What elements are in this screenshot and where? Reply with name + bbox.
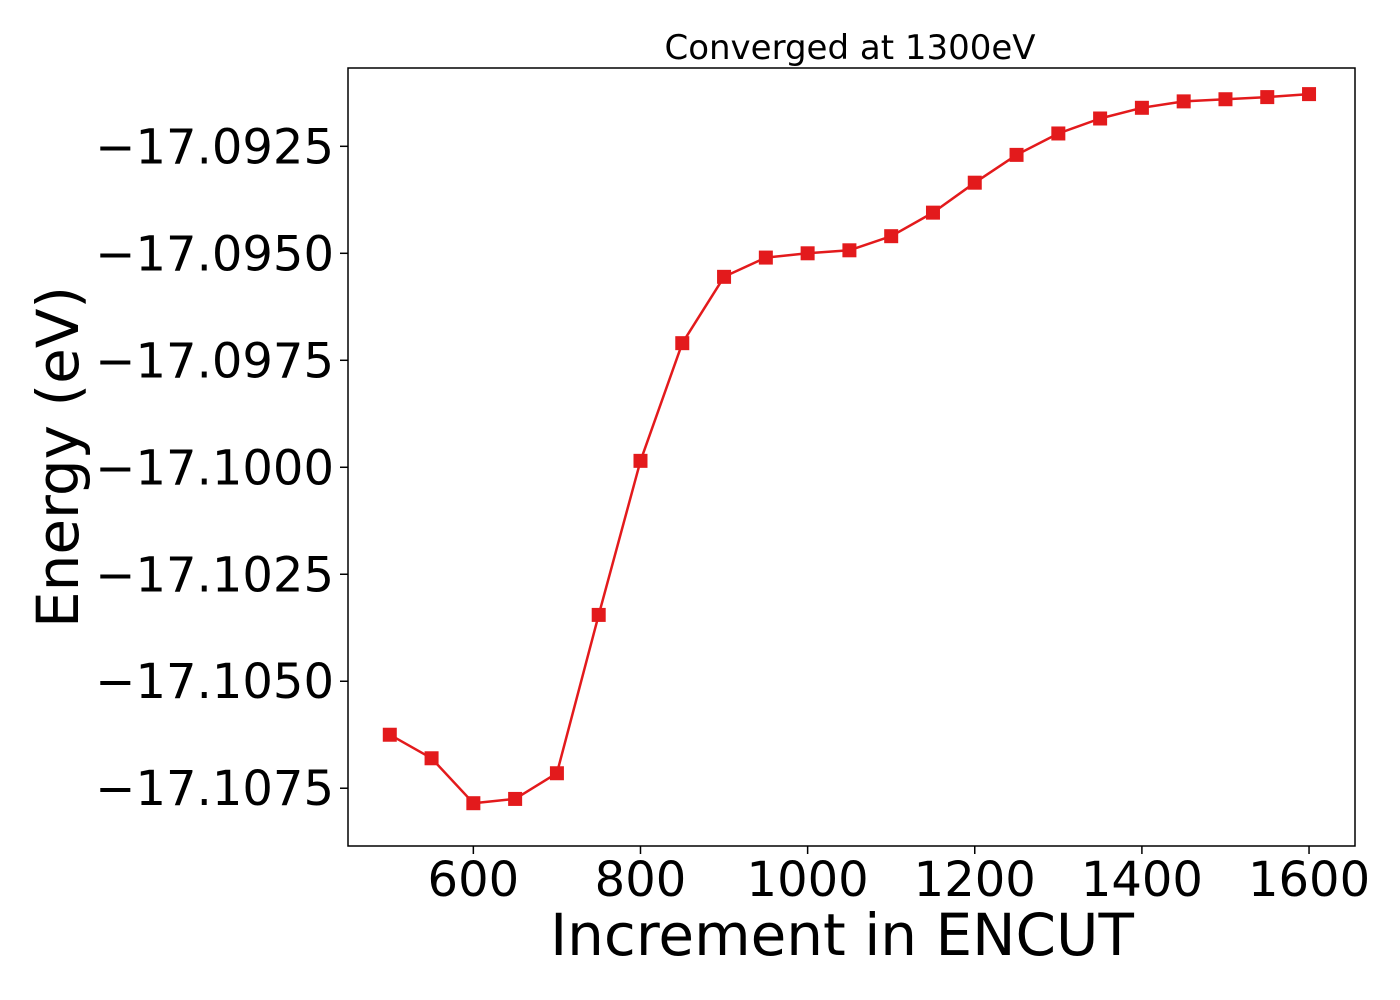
plot-frame [347, 67, 1356, 847]
data-point-marker [1176, 94, 1191, 109]
data-point-marker [466, 796, 481, 811]
y-tick-label: −17.1025 [95, 547, 334, 603]
x-tick-label: 1600 [1248, 852, 1370, 908]
x-tick-label: 1400 [1081, 852, 1203, 908]
y-tick-label: −17.0950 [95, 226, 334, 282]
x-tick-label: 600 [428, 852, 520, 908]
data-point-marker [633, 453, 648, 468]
data-point-marker [1093, 111, 1108, 126]
x-axis: 600 800 1000 1200 1400 1600 [428, 846, 1370, 908]
x-tick-label: 800 [595, 852, 687, 908]
data-point-marker [675, 336, 690, 351]
y-tick-label: −17.0925 [95, 119, 334, 175]
data-point-marker [1009, 147, 1024, 162]
y-tick-label: −17.1075 [95, 761, 334, 817]
data-point-marker [1302, 87, 1317, 102]
data-point-marker [1260, 90, 1275, 105]
y-tick-label: −17.1050 [95, 654, 334, 710]
x-tick-label: 1000 [747, 852, 869, 908]
y-tick-label: −17.0975 [95, 333, 334, 389]
x-axis-title: Increment in ENCUT [550, 901, 1134, 969]
data-point-marker [508, 791, 523, 806]
y-axis-title: Energy (eV) [24, 286, 92, 628]
plot-area [382, 87, 1317, 811]
series-line [389, 92, 1310, 805]
data-point-marker [967, 175, 982, 190]
x-tick-label: 1200 [914, 852, 1036, 908]
data-point-marker [717, 269, 732, 284]
data-point-marker [1218, 92, 1233, 107]
y-axis: −17.0925 −17.0950 −17.0975 −17.1000 −17.1025… [95, 119, 348, 817]
data-point-marker [758, 250, 773, 265]
data-point-marker [1134, 100, 1149, 115]
data-point-marker [1051, 126, 1066, 141]
data-point-marker [424, 751, 439, 766]
data-point-marker [800, 246, 815, 261]
data-point-marker [925, 205, 940, 220]
data-point-marker [382, 727, 397, 742]
y-tick-label: −17.1000 [95, 440, 334, 496]
data-point-marker [549, 766, 564, 781]
data-point-marker [842, 243, 857, 258]
data-point-marker [884, 229, 899, 244]
data-point-marker [591, 607, 606, 622]
chart-title: Converged at 1300eV [664, 28, 1035, 68]
